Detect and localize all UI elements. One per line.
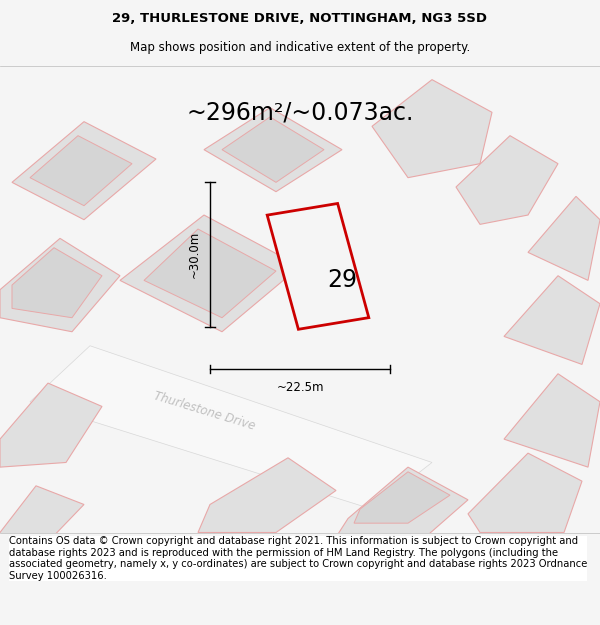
Text: ~30.0m: ~30.0m	[188, 231, 201, 278]
Text: 29, THURLESTONE DRIVE, NOTTINGHAM, NG3 5SD: 29, THURLESTONE DRIVE, NOTTINGHAM, NG3 5…	[113, 12, 487, 25]
Text: Contains OS data © Crown copyright and database right 2021. This information is : Contains OS data © Crown copyright and d…	[9, 536, 587, 581]
Polygon shape	[468, 453, 582, 532]
Polygon shape	[222, 117, 324, 182]
Text: ~296m²/~0.073ac.: ~296m²/~0.073ac.	[187, 100, 413, 124]
Polygon shape	[0, 486, 84, 542]
Polygon shape	[504, 374, 600, 467]
Polygon shape	[198, 458, 336, 532]
Polygon shape	[0, 383, 102, 467]
Polygon shape	[528, 196, 600, 281]
Text: Thurlestone Drive: Thurlestone Drive	[152, 389, 256, 432]
Text: ~22.5m: ~22.5m	[276, 381, 324, 394]
Polygon shape	[336, 467, 468, 542]
Polygon shape	[12, 122, 156, 220]
Text: Map shows position and indicative extent of the property.: Map shows position and indicative extent…	[130, 41, 470, 54]
Polygon shape	[144, 229, 276, 318]
Polygon shape	[354, 472, 450, 523]
Polygon shape	[204, 107, 342, 192]
Text: 29: 29	[327, 268, 357, 292]
Polygon shape	[372, 79, 492, 178]
Polygon shape	[0, 238, 120, 332]
Polygon shape	[12, 248, 102, 318]
Polygon shape	[120, 215, 300, 332]
Polygon shape	[30, 346, 432, 509]
Polygon shape	[267, 204, 369, 329]
Polygon shape	[30, 136, 132, 206]
Polygon shape	[504, 276, 600, 364]
Polygon shape	[456, 136, 558, 224]
